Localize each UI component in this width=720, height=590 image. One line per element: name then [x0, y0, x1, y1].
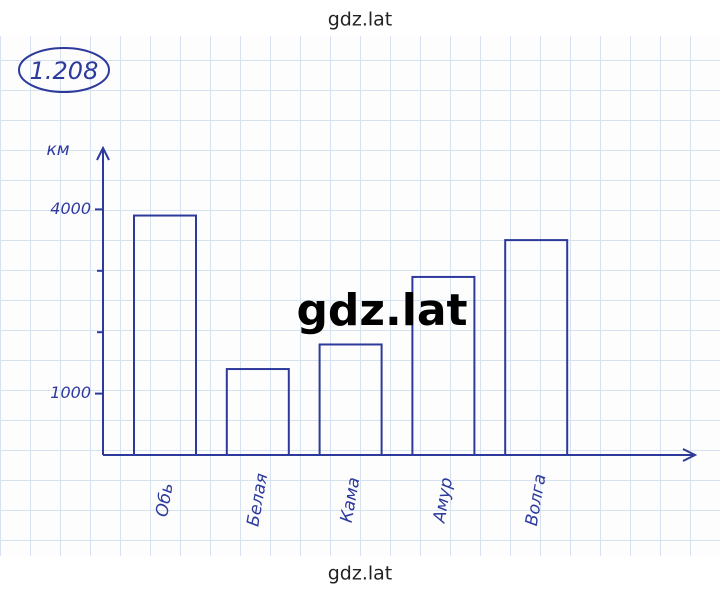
chart-title: 1.208 — [30, 57, 99, 85]
watermark-bar — [0, 556, 720, 590]
bar — [411, 275, 476, 456]
bar — [504, 239, 569, 456]
watermark: gdz.lat — [296, 285, 467, 336]
title-circle — [18, 47, 110, 93]
watermark-bar — [0, 0, 720, 36]
bar — [133, 214, 197, 456]
y-tick-label: 4000 — [50, 199, 91, 218]
y-axis-label: км — [46, 140, 69, 160]
watermark: gdz.lat — [328, 563, 393, 585]
watermark: gdz.lat — [328, 9, 393, 31]
bar — [318, 343, 383, 457]
y-axis-arrow — [96, 145, 110, 161]
y-tick-label: 1000 — [50, 383, 91, 402]
bar — [225, 368, 290, 457]
x-axis-arrow — [682, 448, 698, 462]
